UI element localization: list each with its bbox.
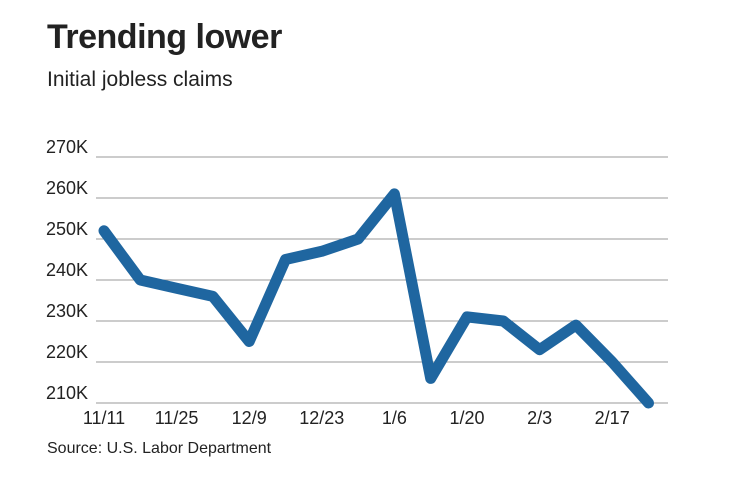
- x-tick-label: 1/6: [382, 408, 407, 428]
- y-tick-label: 250K: [46, 219, 88, 239]
- x-tick-label: 11/11: [83, 408, 125, 428]
- x-tick-label: 2/3: [527, 408, 552, 428]
- x-tick-label: 1/20: [449, 408, 484, 428]
- y-tick-label: 260K: [46, 178, 88, 198]
- x-tick-label: 12/23: [299, 408, 344, 428]
- y-tick-label: 240K: [46, 260, 88, 280]
- x-tick-label: 12/9: [232, 408, 267, 428]
- y-tick-label: 230K: [46, 301, 88, 321]
- x-tick-label: 11/25: [155, 408, 199, 428]
- chart-subtitle: Initial jobless claims: [47, 68, 233, 91]
- source-note: Source: U.S. Labor Department: [47, 440, 272, 457]
- chart-title: Trending lower: [47, 18, 282, 56]
- y-tick-label: 270K: [46, 137, 88, 157]
- y-tick-label: 220K: [46, 342, 88, 362]
- series-line: [98, 188, 654, 409]
- y-tick-label: 210K: [46, 383, 88, 403]
- x-tick-label: 2/17: [595, 408, 630, 428]
